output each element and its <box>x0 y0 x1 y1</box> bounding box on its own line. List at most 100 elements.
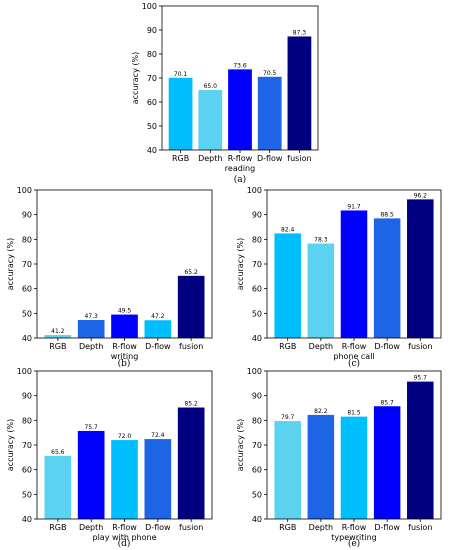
chart-panel-5: 79.7 RGB 82.2 Depth 81.5 R-flow 85.7 D-flow 95.7… <box>236 367 442 549</box>
x-axis-label: phone call <box>333 352 374 361</box>
x-tick-label: Depth <box>309 523 333 532</box>
y-tick-label: 80 <box>22 235 32 244</box>
data-label: 41.2 <box>51 328 65 335</box>
data-label: 65.2 <box>184 269 198 276</box>
x-tick-label: R-flow <box>112 523 137 532</box>
bar-d-flow <box>144 439 172 519</box>
bar-depth <box>307 414 335 519</box>
x-tick-label: R-flow <box>342 342 367 351</box>
bar-fusion <box>407 199 434 338</box>
x-tick-label: D-flow <box>374 523 400 532</box>
bar-rgb <box>274 421 301 519</box>
data-label: 85.7 <box>380 399 394 406</box>
y-tick-label: 60 <box>252 466 262 475</box>
bar-d-flow <box>373 406 401 519</box>
y-tick-label: 50 <box>252 309 262 318</box>
y-tick-label: 90 <box>22 392 32 401</box>
x-tick-label: D-flow <box>374 342 400 351</box>
y-tick-label: 40 <box>22 515 32 524</box>
x-tick-label: RGB <box>49 342 66 351</box>
plot-frame <box>36 370 213 520</box>
y-tick-label: 70 <box>22 441 32 450</box>
data-label: 47.2 <box>151 313 165 320</box>
data-label: 87.3 <box>293 29 307 36</box>
y-tick-label: 40 <box>252 334 262 343</box>
chart-panel-3: 82.4 RGB 78.3 Depth 91.7 R-flow 88.5 D-flow 96.2… <box>236 186 442 369</box>
data-label: 82.2 <box>314 408 328 415</box>
y-axis-label: accuracy (%) <box>131 52 140 104</box>
data-label: 72.4 <box>151 432 165 439</box>
y-tick-label: 100 <box>247 367 262 376</box>
x-axis-label: typewriting <box>331 533 376 542</box>
y-tick-label: 70 <box>147 74 157 83</box>
bar-rgb <box>44 335 72 338</box>
x-tick-label: RGB <box>279 342 296 351</box>
y-tick-label: 50 <box>252 490 262 499</box>
y-tick-label: 50 <box>22 490 32 499</box>
data-label: 65.0 <box>204 83 218 90</box>
y-tick-label: 90 <box>147 26 157 35</box>
data-label: 96.2 <box>414 192 428 199</box>
bar-r-flow <box>228 69 252 150</box>
data-label: 88.5 <box>380 211 394 218</box>
x-tick-label: fusion <box>179 523 203 532</box>
x-tick-label: Depth <box>198 154 222 163</box>
y-tick-label: 70 <box>252 441 262 450</box>
panel-caption: (e) <box>348 538 360 549</box>
x-axis-label: play with phone <box>92 533 156 542</box>
data-label: 79.7 <box>281 414 295 421</box>
x-tick-label: R-flow <box>342 523 367 532</box>
bar-depth <box>307 243 335 338</box>
data-label: 72.0 <box>118 433 132 440</box>
data-label: 95.7 <box>414 375 428 382</box>
bar-d-flow <box>373 218 401 338</box>
y-tick-label: 70 <box>252 260 262 269</box>
y-tick-label: 60 <box>147 98 157 107</box>
x-tick-label: RGB <box>49 523 66 532</box>
x-tick-label: D-flow <box>145 342 171 351</box>
data-label: 82.4 <box>281 226 295 233</box>
y-tick-label: 40 <box>22 334 32 343</box>
bar-d-flow <box>144 320 172 338</box>
x-tick-label: fusion <box>408 523 432 532</box>
bar-rgb <box>168 77 193 150</box>
y-tick-label: 100 <box>247 186 262 195</box>
panel-caption: (c) <box>348 358 360 369</box>
y-tick-label: 80 <box>147 50 157 59</box>
bar-fusion <box>287 36 312 151</box>
data-label: 81.5 <box>347 410 361 417</box>
x-tick-label: fusion <box>408 342 432 351</box>
bar-fusion <box>407 381 434 519</box>
plot-frame <box>266 189 442 339</box>
plot-frame <box>266 370 442 520</box>
y-axis-label: accuracy (%) <box>6 238 15 290</box>
panel-caption: (a) <box>234 174 246 185</box>
y-tick-label: 50 <box>147 122 157 131</box>
bar-r-flow <box>340 210 368 338</box>
y-tick-label: 100 <box>17 186 32 195</box>
y-axis-label: accuracy (%) <box>6 419 15 471</box>
y-tick-label: 90 <box>22 211 32 220</box>
data-label: 78.3 <box>314 237 328 244</box>
x-axis-label: reading <box>225 164 255 173</box>
x-tick-label: RGB <box>172 154 189 163</box>
y-tick-label: 90 <box>252 392 262 401</box>
x-tick-label: R-flow <box>228 154 253 163</box>
x-axis-label: writing <box>111 352 139 361</box>
x-tick-label: RGB <box>279 523 296 532</box>
x-tick-label: D-flow <box>145 523 171 532</box>
data-label: 85.2 <box>184 401 198 408</box>
data-label: 49.5 <box>118 308 132 315</box>
y-axis-label: accuracy (%) <box>236 419 245 471</box>
y-tick-label: 60 <box>22 285 32 294</box>
y-tick-label: 60 <box>252 285 262 294</box>
bar-r-flow <box>111 440 138 519</box>
bar-rgb <box>44 455 72 519</box>
y-tick-label: 100 <box>17 367 32 376</box>
y-tick-label: 70 <box>22 260 32 269</box>
y-tick-label: 60 <box>22 466 32 475</box>
bar-r-flow <box>111 314 138 338</box>
x-tick-label: fusion <box>179 342 203 351</box>
bar-fusion <box>177 407 205 519</box>
